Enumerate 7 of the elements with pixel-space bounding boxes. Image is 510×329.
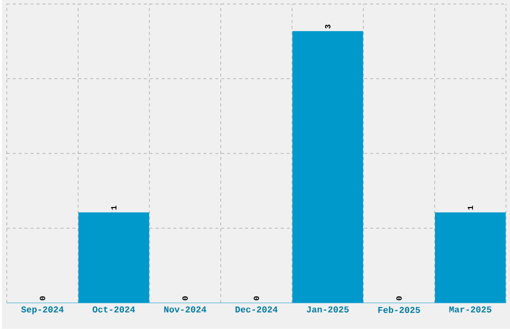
x-tick-label: Oct-2024 bbox=[92, 306, 135, 313]
x-tick-label: Sep-2024 bbox=[21, 306, 64, 314]
x-tick-label: Nov-2024 bbox=[164, 306, 206, 313]
x-tick-label: Jan-2025 bbox=[306, 306, 349, 313]
x-tick-label: Dec-2024 bbox=[236, 306, 278, 313]
x-tick-label: Mar-2025 bbox=[449, 306, 492, 313]
x-tick-label: Feb-2025 bbox=[378, 306, 420, 314]
